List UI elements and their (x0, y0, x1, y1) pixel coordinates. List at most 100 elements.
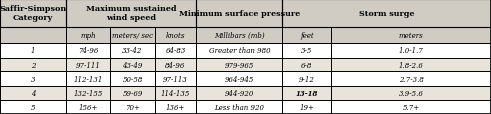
Text: meters: meters (399, 32, 424, 40)
Text: 74-96: 74-96 (78, 47, 99, 55)
Bar (110, 86, 155, 100)
Bar (66, 100, 110, 114)
Text: 70+: 70+ (125, 103, 140, 111)
Text: 944-920: 944-920 (225, 89, 254, 97)
Bar (331, 72, 491, 86)
Text: 3-5: 3-5 (301, 47, 313, 55)
Text: 19+: 19+ (300, 103, 314, 111)
Text: 136+: 136+ (166, 103, 185, 111)
Bar (196, 44, 282, 58)
Bar (196, 86, 282, 100)
Bar (155, 72, 196, 86)
Bar (282, 44, 331, 58)
Bar (110, 27, 155, 44)
Bar (196, 100, 282, 114)
Text: 97-111: 97-111 (76, 61, 101, 69)
Bar (282, 27, 331, 44)
Text: 964-945: 964-945 (225, 75, 254, 83)
Bar (155, 58, 196, 72)
Bar (196, 0, 282, 27)
Bar (66, 86, 110, 100)
Bar (331, 27, 491, 44)
Text: Less than 920: Less than 920 (215, 103, 264, 111)
Text: 13-18: 13-18 (296, 89, 318, 97)
Text: 64-83: 64-83 (165, 47, 186, 55)
Bar (66, 0, 196, 27)
Bar (331, 100, 491, 114)
Text: 4: 4 (31, 89, 35, 97)
Bar (155, 100, 196, 114)
Text: 979-965: 979-965 (225, 61, 254, 69)
Bar (282, 100, 331, 114)
Bar (110, 100, 155, 114)
Bar (110, 72, 155, 86)
Bar (0, 44, 66, 58)
Bar (155, 27, 196, 44)
Text: Millibars (mb): Millibars (mb) (214, 32, 265, 40)
Bar (155, 86, 196, 100)
Bar (66, 44, 110, 58)
Bar (0, 86, 66, 100)
Bar (282, 0, 491, 27)
Text: 114-135: 114-135 (161, 89, 190, 97)
Bar (0, 27, 66, 44)
Text: 2: 2 (31, 61, 35, 69)
Bar (196, 44, 282, 58)
Bar (331, 58, 491, 72)
Bar (196, 27, 282, 44)
Bar (110, 27, 155, 44)
Bar (0, 100, 66, 114)
Text: knots: knots (166, 32, 185, 40)
Bar (282, 86, 331, 100)
Bar (110, 44, 155, 58)
Bar (0, 44, 66, 58)
Bar (282, 72, 331, 86)
Bar (0, 72, 66, 86)
Bar (155, 72, 196, 86)
Text: 2.7-3.8: 2.7-3.8 (399, 75, 424, 83)
Bar (0, 86, 66, 100)
Text: feet: feet (300, 32, 314, 40)
Bar (331, 58, 491, 72)
Text: 6-8: 6-8 (301, 61, 313, 69)
Bar (331, 44, 491, 58)
Text: 59-69: 59-69 (122, 89, 143, 97)
Text: 43-49: 43-49 (122, 61, 143, 69)
Bar (155, 27, 196, 44)
Bar (155, 44, 196, 58)
Bar (66, 0, 196, 27)
Bar (282, 0, 491, 27)
Bar (282, 72, 331, 86)
Bar (110, 86, 155, 100)
Bar (196, 27, 282, 44)
Text: 3.9-5.6: 3.9-5.6 (399, 89, 424, 97)
Bar (331, 86, 491, 100)
Bar (110, 44, 155, 58)
Bar (66, 27, 110, 44)
Bar (66, 58, 110, 72)
Bar (110, 58, 155, 72)
Bar (0, 27, 66, 44)
Bar (331, 72, 491, 86)
Text: 97-113: 97-113 (163, 75, 188, 83)
Text: 1.0-1.7: 1.0-1.7 (399, 47, 424, 55)
Text: 3: 3 (31, 75, 35, 83)
Text: 9-12: 9-12 (299, 75, 315, 83)
Text: 84-96: 84-96 (165, 61, 186, 69)
Bar (282, 100, 331, 114)
Text: 50-58: 50-58 (122, 75, 143, 83)
Bar (282, 58, 331, 72)
Bar (331, 86, 491, 100)
Bar (66, 72, 110, 86)
Bar (0, 100, 66, 114)
Bar (331, 27, 491, 44)
Text: 132-155: 132-155 (74, 89, 103, 97)
Text: Storm surge: Storm surge (359, 10, 414, 18)
Bar (0, 58, 66, 72)
Bar (155, 86, 196, 100)
Bar (331, 44, 491, 58)
Bar (331, 100, 491, 114)
Bar (196, 100, 282, 114)
Bar (196, 58, 282, 72)
Bar (66, 72, 110, 86)
